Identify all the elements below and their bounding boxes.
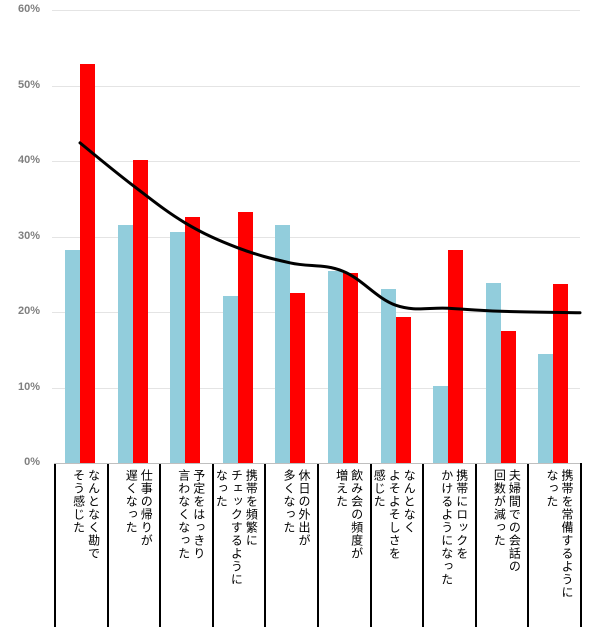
series-blue-bar [170, 231, 186, 463]
series-blue-bar [380, 289, 396, 463]
x-axis-category-label: 飲み会の頻度が 増えた [334, 469, 364, 560]
x-axis-category-label: 携帯を常備するように なった [544, 469, 574, 599]
series-red-bar [132, 160, 148, 463]
x-axis-category-label: なんとなく勘で そう感じた [71, 469, 101, 560]
x-axis-tick [159, 463, 161, 469]
gridline [52, 237, 580, 238]
x-axis-category: 携帯を頻繁に チェックするように なった [211, 463, 265, 627]
category-label-line: 予定をはっきり [191, 469, 206, 560]
series-red-bar [185, 216, 201, 463]
category-label-line: なった [544, 469, 559, 508]
category-label-line: 回数が減った [492, 469, 507, 547]
x-axis-category-label: なんとなく よそよそしさを 感じた [371, 469, 416, 560]
x-axis-tick [474, 463, 476, 469]
y-axis-tick-label: 20% [17, 305, 40, 317]
x-axis-tick [317, 463, 318, 469]
series-red-bar [553, 284, 569, 463]
x-axis-category-label: 携帯を頻繁に チェックするように なった [213, 469, 258, 586]
x-axis-category: 夫婦間での会話の 回数が減った [474, 463, 528, 627]
category-label-line: 多くなった [281, 469, 296, 534]
x-axis-end-border [580, 463, 582, 627]
y-axis-tick-label: 10% [17, 381, 40, 393]
x-axis-tick [264, 463, 266, 469]
x-axis-category-label: 予定をはっきり 言わなくなった [176, 469, 206, 560]
gridline [52, 10, 580, 11]
x-axis-tick [54, 463, 55, 469]
category-label-line: 飲み会の頻度が [349, 469, 364, 560]
series-red-bar [80, 64, 95, 463]
series-blue-bar [538, 354, 554, 463]
trend-line [78, 141, 582, 315]
series-blue-bar [433, 385, 449, 463]
category-label-line: なんとなく勘で [86, 469, 101, 560]
y-axis-tick-label: 40% [17, 154, 40, 166]
gridline [52, 312, 580, 313]
series-blue-bar [65, 250, 80, 463]
y-axis-tick-label: 0% [24, 456, 40, 468]
series-blue-bar [275, 225, 291, 463]
category-label-line: よそよそしさを [387, 469, 402, 560]
x-axis-category-label: 仕事の帰りが 遅くなった [123, 469, 153, 547]
series-blue-bar [117, 225, 133, 463]
category-label-line: チェックするように [229, 469, 244, 586]
series-red-bar [290, 293, 306, 463]
x-axis-category: 予定をはっきり 言わなくなった [159, 463, 212, 627]
x-axis-category: 仕事の帰りが 遅くなった [106, 463, 160, 627]
category-label-line: なんとなく [402, 469, 417, 534]
x-axis-category: 携帯を常備するように なった [527, 463, 580, 627]
gridline [52, 86, 580, 87]
x-axis-tick [527, 463, 529, 469]
series-red-bar [448, 250, 464, 463]
x-axis-category: なんとなく勘で そう感じた [54, 463, 107, 627]
x-axis-category-label: 携帯にロックを かけるようになった [439, 469, 469, 586]
category-label-line: 携帯を頻繁に [244, 469, 259, 547]
x-axis-category: 携帯にロックを かけるようになった [422, 463, 475, 627]
category-label-line: かけるようになった [439, 469, 454, 586]
category-label-line: 携帯にロックを [454, 469, 469, 560]
series-red-bar [500, 330, 516, 463]
y-axis-tick-label: 60% [17, 3, 40, 15]
category-label-line: なった [214, 469, 229, 508]
x-axis-category: 休日の外出が 多くなった [264, 463, 317, 627]
series-red-bar [395, 317, 411, 463]
category-label-line: 携帯を常備するように [559, 469, 574, 599]
series-blue-bar [328, 271, 343, 463]
x-axis-category: 飲み会の頻度が 増えた [317, 463, 370, 627]
category-label-line: 言わなくなった [176, 469, 191, 560]
x-axis-category-label: 夫婦間での会話の 回数が減った [491, 469, 521, 573]
x-axis-tick [369, 463, 371, 469]
x-axis-tick [106, 463, 108, 469]
gridline [52, 388, 580, 389]
series-red-bar [237, 212, 253, 463]
gridline [52, 161, 580, 162]
category-label-line: 夫婦間での会話の [507, 469, 522, 573]
category-label-line: 仕事の帰りが [139, 469, 154, 547]
x-axis-line [54, 463, 580, 464]
x-axis-tick [422, 463, 424, 469]
category-label-line: そう感じた [71, 469, 86, 534]
x-axis-tick [211, 463, 213, 469]
category-label-line: 増えた [334, 469, 349, 508]
series-red-bar [343, 272, 358, 463]
series-blue-bar [222, 296, 238, 463]
x-axis-category: なんとなく よそよそしさを 感じた [369, 463, 423, 627]
y-axis-tick-label: 30% [17, 230, 40, 242]
category-label-line: 休日の外出が [296, 469, 311, 547]
x-axis-category-label: 休日の外出が 多くなった [281, 469, 311, 547]
category-label-line: 感じた [372, 469, 387, 508]
y-axis-tick-label: 50% [17, 79, 40, 91]
category-label-line: 遅くなった [124, 469, 139, 534]
series-blue-bar [485, 283, 501, 463]
